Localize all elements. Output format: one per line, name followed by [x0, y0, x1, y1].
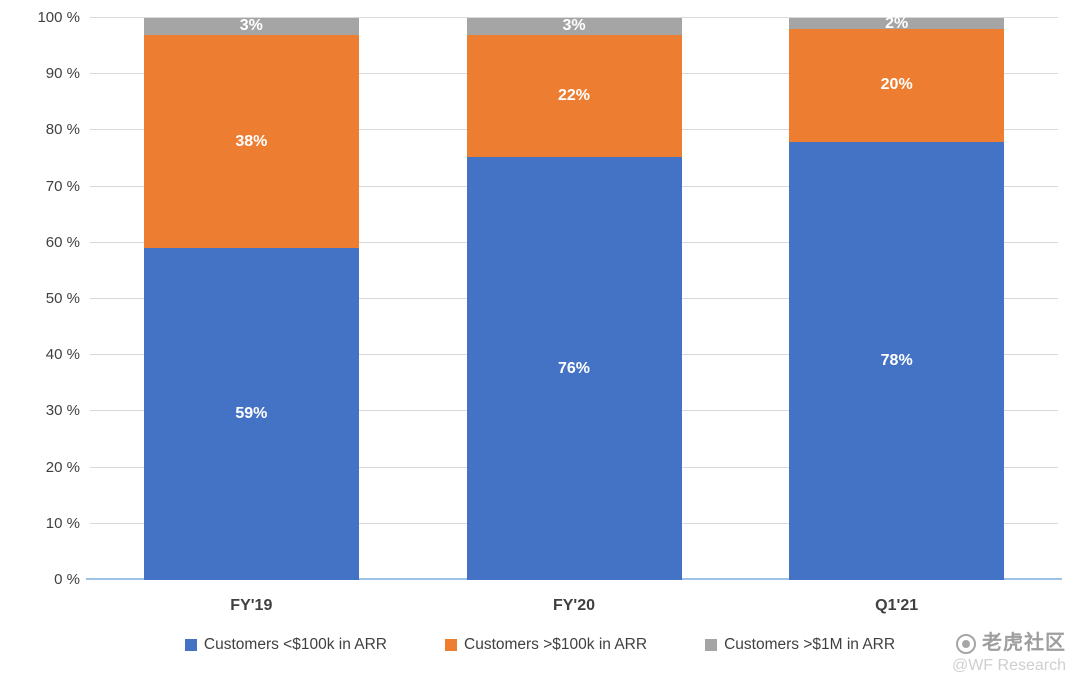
- x-axis-tick-label: FY'20: [552, 597, 595, 614]
- y-axis-tick-label: 60 %: [45, 233, 80, 251]
- bar-segment-label: 3%: [562, 17, 586, 35]
- y-axis-tick-label: 40 %: [45, 346, 80, 364]
- y-axis-tick-label: 90 %: [45, 65, 80, 83]
- legend-swatch-icon: [445, 639, 457, 651]
- bar-segment-label: 20%: [880, 76, 913, 94]
- legend-label: Customers >$1M in ARR: [724, 636, 896, 653]
- stacked-bar: 3% 38% 59%: [143, 17, 359, 580]
- bar-segment: 22%: [466, 34, 682, 158]
- legend-label: Customers <$100k in ARR: [203, 636, 387, 653]
- legend-swatch-icon: [705, 639, 718, 651]
- x-axis-labels: FY'19 FY'20 Q1'21: [90, 594, 1058, 618]
- legend-swatch-icon: [184, 639, 197, 651]
- legend-label: Customers >$100k in ARR: [464, 636, 648, 653]
- y-axis-tick-label: 0 %: [54, 571, 80, 588]
- bar-segment: 2%: [789, 15, 1005, 32]
- watermark-brand-row: 老虎社区: [952, 631, 1066, 656]
- y-axis-tick-label: 10 %: [45, 514, 80, 532]
- y-axis-tick-label: 20 %: [45, 458, 80, 476]
- bar-segment: 78%: [789, 141, 1005, 580]
- bar-segment: 38%: [143, 34, 359, 249]
- watermark-handle: @WF Research: [951, 657, 1066, 674]
- bar-segment-label: 76%: [557, 359, 591, 377]
- watermark-community-name: 老虎社区: [982, 632, 1066, 654]
- bar-segment: 76%: [466, 157, 682, 580]
- y-axis-tick-label: 30 %: [45, 402, 80, 420]
- bar-segment: 20%: [789, 29, 1005, 142]
- chart-legend: Customers <$100k in ARR Customers >$100k …: [0, 636, 1080, 654]
- gridline: [90, 17, 1058, 18]
- y-axis-tick-label: 80 %: [45, 121, 80, 139]
- legend-item: Customers >$1M in ARR: [705, 636, 895, 654]
- bar-segment-label: 59%: [235, 405, 268, 423]
- tiger-logo-icon: [956, 633, 976, 654]
- x-axis-tick-label: FY'19: [230, 597, 273, 614]
- legend-item: Customers <$100k in ARR: [184, 636, 387, 654]
- bar-segment: 59%: [143, 248, 359, 580]
- bar-segment: 3%: [466, 17, 682, 35]
- stacked-bar: 3% 22% 76%: [466, 17, 682, 580]
- bar-segment-label: 78%: [880, 351, 913, 369]
- legend-item: Customers >$100k in ARR: [445, 636, 647, 654]
- x-axis-tick-label: Q1'21: [875, 597, 919, 614]
- plot-area: 0 % 10 % 20 % 30 % 40 % 50 % 60 % 70 % 80 % 90 % 1…: [37, 9, 1062, 588]
- bar-segment-label: 22%: [557, 86, 591, 104]
- bar-segment-label: 3%: [239, 17, 263, 35]
- bar-segment-label: 38%: [235, 132, 268, 150]
- bar-segment-label: 2%: [885, 14, 909, 32]
- watermark: 老虎社区 @WF Research: [952, 631, 1066, 676]
- stacked-bar: 2% 20% 78%: [789, 15, 1005, 580]
- y-axis-tick-label: 50 %: [45, 290, 80, 307]
- bar-segment: 3%: [143, 17, 359, 35]
- y-axis-tick-label: 100 %: [37, 9, 80, 26]
- y-axis-tick-label: 70 %: [45, 177, 80, 195]
